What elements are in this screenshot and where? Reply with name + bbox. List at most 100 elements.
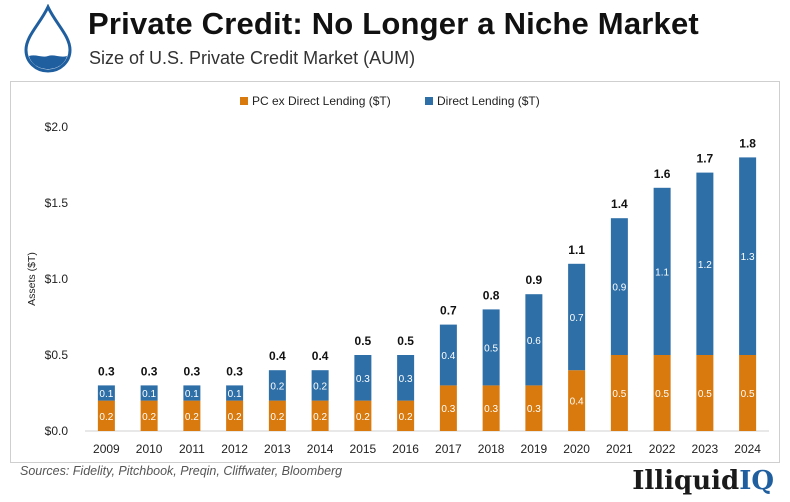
y-tick-label: $2.0 [45, 120, 69, 134]
brand-logo-part1: Illiquid [632, 466, 740, 496]
bar-pc-ex-direct-lending [397, 400, 415, 431]
data-label: 0.3 [441, 404, 455, 415]
y-tick-label: $0.5 [45, 348, 69, 362]
data-label: 0.2 [270, 381, 284, 392]
data-label: 0.3 [484, 404, 498, 415]
bar-direct-lending [653, 187, 671, 355]
stacked-bar-chart: Assets ($T) $0.0 $0.5 $1.0 $1.5 $2.0 PC ex Dir… [26, 94, 769, 456]
page-title: Private Credit: No Longer a Niche Market [88, 6, 699, 41]
bar-pc-ex-direct-lending [268, 400, 286, 431]
data-label: 0.2 [142, 412, 156, 423]
bar-pc-ex-direct-lending [354, 400, 372, 431]
data-label: 0.5 [655, 389, 669, 400]
bar-direct-lending [439, 324, 457, 386]
bar-pc-ex-direct-lending [140, 400, 158, 431]
bar-direct-lending [568, 263, 586, 371]
bar-pc-ex-direct-lending [482, 385, 500, 431]
total-label: 1.1 [568, 243, 585, 257]
x-tick-label: 2011 [179, 442, 205, 456]
total-label: 0.3 [184, 364, 201, 378]
water-drop-icon [24, 4, 72, 73]
bar-direct-lending [311, 370, 329, 401]
data-label: 0.3 [527, 404, 541, 415]
x-tick-label: 2021 [606, 442, 633, 456]
legend-swatch [240, 97, 248, 105]
data-label: 1.2 [698, 260, 712, 271]
data-label: 0.1 [99, 389, 113, 400]
total-label: 0.3 [98, 364, 115, 378]
x-tick-label: 2023 [692, 442, 719, 456]
total-label: 0.3 [226, 364, 243, 378]
data-label: 0.1 [228, 389, 242, 400]
bar-pc-ex-direct-lending [439, 385, 457, 431]
data-label: 0.3 [399, 374, 413, 385]
bar-direct-lending [140, 385, 158, 401]
bar-direct-lending [226, 385, 244, 401]
bar-pc-ex-direct-lending [739, 355, 757, 431]
total-label: 0.4 [269, 349, 286, 363]
data-label: 0.5 [612, 389, 626, 400]
bar-pc-ex-direct-lending [610, 355, 628, 431]
data-label: 0.4 [441, 351, 455, 362]
sources-note: Sources: Fidelity, Pitchbook, Preqin, Cl… [20, 464, 343, 478]
x-tick-label: 2017 [435, 442, 462, 456]
bar-pc-ex-direct-lending [696, 355, 714, 431]
bar-pc-ex-direct-lending [568, 370, 586, 431]
bar-direct-lending [183, 385, 201, 401]
brand-logo-part2: IQ [739, 466, 774, 496]
brand-logo: IlliquidIQ [632, 466, 774, 496]
bar-direct-lending [482, 309, 500, 386]
x-tick-label: 2018 [478, 442, 505, 456]
legend-label: PC ex Direct Lending ($T) [252, 94, 391, 108]
legend-swatch [425, 97, 433, 105]
data-label: 0.2 [99, 412, 113, 423]
bar-direct-lending [268, 370, 286, 401]
data-label: 0.7 [570, 313, 584, 324]
data-label: 0.3 [356, 374, 370, 385]
bar-pc-ex-direct-lending [183, 400, 201, 431]
bar-direct-lending [525, 294, 543, 386]
data-label: 0.2 [313, 381, 327, 392]
total-label: 1.7 [697, 152, 714, 166]
total-label: 0.3 [141, 364, 158, 378]
header: Private Credit: No Longer a Niche Market… [0, 0, 790, 80]
data-label: 0.9 [612, 283, 626, 294]
data-label: 0.1 [185, 389, 199, 400]
data-label: 0.2 [185, 412, 199, 423]
data-label: 1.1 [655, 267, 669, 278]
bar-direct-lending [696, 172, 714, 355]
data-label: 0.5 [741, 389, 755, 400]
data-label: 0.5 [484, 343, 498, 354]
bar-direct-lending [397, 355, 415, 401]
data-label: 0.5 [698, 389, 712, 400]
data-label: 0.6 [527, 336, 541, 347]
x-tick-label: 2015 [350, 442, 377, 456]
data-label: 1.3 [741, 252, 755, 263]
y-tick-label: $1.5 [45, 196, 69, 210]
page-subtitle: Size of U.S. Private Credit Market (AUM) [89, 48, 416, 68]
data-label: 0.2 [399, 412, 413, 423]
bar-direct-lending [610, 218, 628, 355]
x-tick-label: 2024 [734, 442, 761, 456]
x-tick-label: 2012 [221, 442, 248, 456]
total-label: 1.4 [611, 197, 628, 211]
data-label: 0.2 [270, 412, 284, 423]
bar-pc-ex-direct-lending [653, 355, 671, 431]
y-tick-label: $1.0 [45, 272, 69, 286]
x-tick-label: 2022 [649, 442, 676, 456]
x-tick-label: 2010 [136, 442, 163, 456]
data-label: 0.2 [228, 412, 242, 423]
bar-direct-lending [739, 157, 757, 355]
total-label: 0.9 [526, 273, 543, 287]
bar-pc-ex-direct-lending [311, 400, 329, 431]
x-tick-label: 2016 [392, 442, 419, 456]
y-tick-label: $0.0 [45, 424, 69, 438]
total-label: 0.5 [397, 334, 414, 348]
data-label: 0.2 [313, 412, 327, 423]
total-label: 0.7 [440, 304, 457, 318]
x-tick-label: 2020 [563, 442, 590, 456]
data-label: 0.4 [570, 397, 584, 408]
x-tick-label: 2013 [264, 442, 291, 456]
legend-label: Direct Lending ($T) [437, 94, 540, 108]
x-tick-label: 2009 [93, 442, 120, 456]
